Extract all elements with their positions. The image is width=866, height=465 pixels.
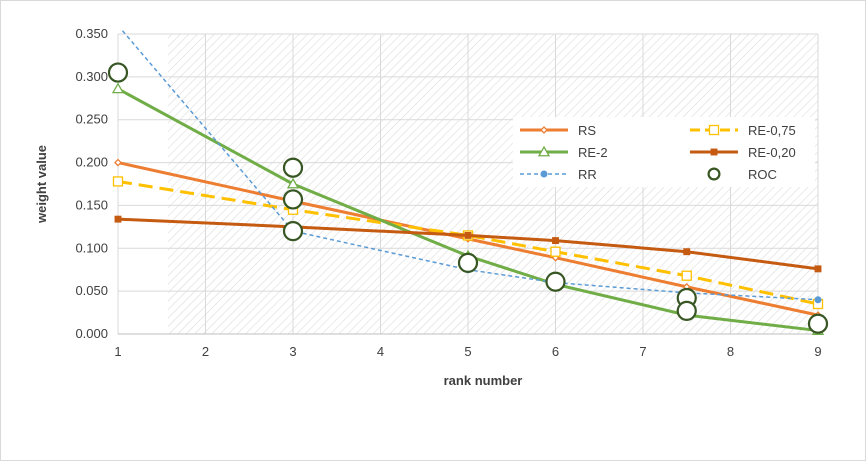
x-tick-label: 5 [464,344,471,359]
series-line-re-2 [117,87,819,333]
legend-label-roc: ROC [748,167,777,182]
x-axis-title: rank number [444,373,523,388]
point-roc [545,271,566,292]
series-line-re-0-75 [117,179,819,306]
x-tick-label: 9 [814,344,821,359]
series [107,22,829,335]
legend-marker-re-0-75 [708,124,720,136]
y-tick-label: 0.050 [75,283,108,298]
y-tick-label: 0.000 [75,326,108,341]
x-tick-label: 4 [377,344,384,359]
legend-marker-roc [707,167,721,181]
point-re-0-75 [112,176,124,187]
x-tick-label: 2 [202,344,209,359]
point-re-0-20 [114,215,122,223]
point-re-0-20 [683,248,691,256]
legend-item-re-0-75: RE-0,75 [690,123,796,138]
legend-item-re-0-20: RE-0,20 [690,145,796,160]
point-rr [115,22,121,28]
legend-item-roc: ROC [707,167,777,182]
y-tick-label: 0.100 [75,240,108,255]
point-rs [114,158,122,167]
series-roc [107,62,829,334]
series-line-rs [117,161,819,317]
point-re-0-20 [552,237,559,245]
legend-label-rs: RS [578,123,596,138]
y-tick-label: 0.300 [75,69,108,84]
point-roc [282,221,304,242]
x-tick-label: 8 [727,344,734,359]
legend-marker-re-2 [537,145,551,157]
legend-marker-rs [540,126,548,134]
legend: RS RE-0,75 RE-2 RE-0,20 RR ROC [513,117,815,187]
legend-item-rs: RS [520,123,596,138]
legend-marker-re-0-20 [710,148,718,156]
y-tick-label: 0.250 [75,112,108,127]
x-tick-label: 6 [552,344,559,359]
y-tick-label: 0.350 [75,26,108,41]
series-line-re-0-20 [117,217,819,271]
point-re-0-75 [681,270,692,281]
point-re-2 [286,177,300,189]
legend-item-re-2: RE-2 [520,145,608,160]
legend-label-rr: RR [578,167,597,182]
point-re-0-75 [550,246,561,257]
point-roc [457,252,479,273]
y-axis-title: weight value [34,145,49,224]
x-tick-label: 3 [289,344,296,359]
point-re-2 [111,82,125,94]
point-roc [676,300,697,321]
y-tick-label: 0.150 [75,197,108,212]
point-roc [807,313,829,334]
point-rr [814,296,822,304]
point-re-0-20 [814,265,822,273]
point-re-0-20 [464,231,472,239]
legend-label-re-0-75: RE-0,75 [748,123,796,138]
point-roc [282,189,304,210]
x-tick-label: 1 [114,344,121,359]
legend-label-re-0-20: RE-0,20 [748,145,796,160]
axes: 0.000 0.050 0.100 0.150 0.200 0.250 0.300 0.350… [75,26,821,359]
legend-label-re-2: RE-2 [578,145,608,160]
series-line-rr [120,29,819,301]
legend-marker-rr [540,170,548,178]
x-tick-label: 7 [639,344,646,359]
legend-item-rr: RR [520,167,597,182]
point-roc [107,62,129,83]
point-roc [282,157,304,178]
y-tick-label: 0.200 [75,155,108,170]
